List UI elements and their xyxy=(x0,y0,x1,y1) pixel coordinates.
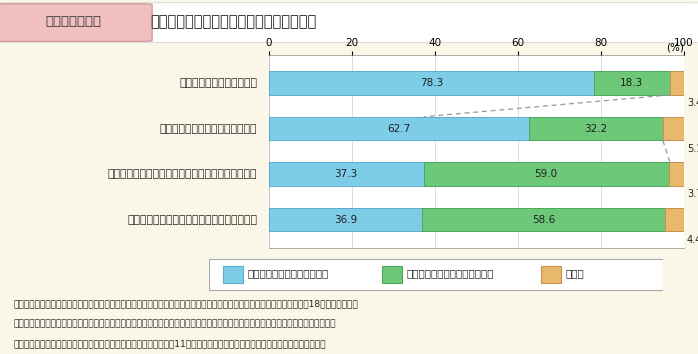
Bar xyxy=(663,117,684,141)
Bar xyxy=(669,162,684,186)
Bar xyxy=(594,71,670,95)
Text: 一部の正社員に仕事が過度に集中するようになった: 一部の正社員に仕事が過度に集中するようになった xyxy=(107,169,258,179)
Text: 59.0: 59.0 xyxy=(535,169,558,179)
Text: 正社員の数を減らすことができた: 正社員の数を減らすことができた xyxy=(160,124,258,133)
Text: 人件費の総額を削減できた: 人件費の総額を削減できた xyxy=(179,78,258,88)
Text: 非正社員の割合が上昇することによる影響: 非正社員の割合が上昇することによる影響 xyxy=(150,14,316,29)
Bar xyxy=(269,71,594,95)
Bar xyxy=(269,117,529,141)
Text: 32.2: 32.2 xyxy=(584,124,608,133)
Text: 技術・ノウハウの蓄積・伝承が困難になった: 技術・ノウハウの蓄積・伝承が困難になった xyxy=(127,215,258,224)
Text: 18.3: 18.3 xyxy=(621,78,644,88)
Bar xyxy=(382,266,402,283)
Text: どちらかといえばそうではない: どちらかといえばそうではない xyxy=(407,269,494,279)
Text: 78.3: 78.3 xyxy=(419,78,443,88)
Bar xyxy=(269,208,422,232)
Text: から新たなノウハウを導入できるようになった」ほか11項目についてもきいているが、この図では掲載している。: から新たなノウハウを導入できるようになった」ほか11項目についてもきいているが、… xyxy=(14,339,327,348)
Text: 3.7: 3.7 xyxy=(688,189,698,199)
Text: 36.9: 36.9 xyxy=(334,215,357,224)
Bar xyxy=(529,117,663,141)
Text: 無回答: 無回答 xyxy=(565,269,584,279)
Text: どちらかといえばそうである: どちらかといえばそうである xyxy=(248,269,329,279)
Bar xyxy=(424,162,669,186)
Bar xyxy=(269,162,424,186)
Text: 4.4: 4.4 xyxy=(687,235,698,245)
Text: ２．設問では、他に、「正社員がより高度な仕事に専念できるようになった」、「正社員の労働時間が短くなった」、「外部: ２．設問では、他に、「正社員がより高度な仕事に専念できるようになった」、「正社員… xyxy=(14,319,336,328)
Text: （備考）１．（独）労働政策研究・研修機構「多様化する就業形態の下での人事戦略と労働者の意識に関する調査」（平成18年）より作成。: （備考）１．（独）労働政策研究・研修機構「多様化する就業形態の下での人事戦略と労… xyxy=(14,299,359,308)
Text: 3.4: 3.4 xyxy=(688,98,698,108)
FancyBboxPatch shape xyxy=(0,4,152,41)
Text: 58.6: 58.6 xyxy=(532,215,556,224)
Bar xyxy=(540,266,561,283)
Bar xyxy=(422,208,665,232)
Bar xyxy=(665,208,683,232)
Text: (%): (%) xyxy=(666,42,684,52)
Bar xyxy=(209,259,663,290)
Text: 37.3: 37.3 xyxy=(334,169,358,179)
FancyBboxPatch shape xyxy=(0,2,698,42)
Text: 62.7: 62.7 xyxy=(387,124,410,133)
Bar xyxy=(670,71,684,95)
Text: 5.1: 5.1 xyxy=(688,144,698,154)
Bar xyxy=(223,266,244,283)
Text: 第１－２－５図: 第１－２－５図 xyxy=(45,15,102,28)
